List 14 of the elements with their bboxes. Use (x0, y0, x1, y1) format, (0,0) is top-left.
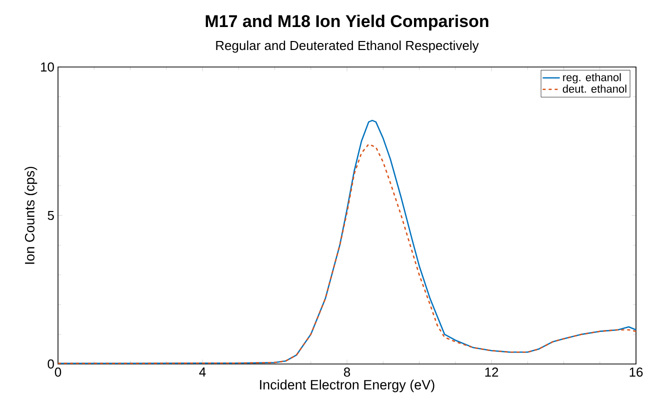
legend-label: reg. ethanol (563, 73, 621, 84)
x-tick-label: 8 (344, 368, 350, 377)
x-tick-label: 0 (54, 368, 62, 377)
y-tick-label: 5 (48, 210, 54, 220)
x-tick-label: 12 (485, 368, 498, 377)
y-tick-label: 10 (40, 62, 54, 72)
legend-label: deut. ethanol (562, 84, 626, 93)
chart-title: M17 and M18 Ion Yield Comparison (206, 14, 488, 31)
x-tick-label: 16 (630, 368, 643, 377)
chart-subtitle: Regular and Deuterated Ethanol Respectively (216, 40, 479, 53)
x-tick-label: 4 (199, 368, 206, 376)
y-axis-title: Ion Counts (cps) (24, 166, 38, 264)
y-tick-label: 0 (48, 359, 54, 369)
x-axis-title: Incident Electron Energy (eV) (260, 380, 434, 392)
